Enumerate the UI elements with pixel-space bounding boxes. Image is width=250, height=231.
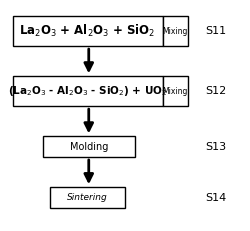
Text: S11: S11 bbox=[205, 26, 226, 36]
Text: S14: S14 bbox=[205, 192, 226, 203]
FancyBboxPatch shape bbox=[12, 16, 162, 46]
Text: S12: S12 bbox=[205, 86, 226, 96]
Text: Mixing: Mixing bbox=[162, 87, 188, 96]
FancyBboxPatch shape bbox=[162, 16, 188, 46]
Text: La$_2$O$_3$ + Al$_2$O$_3$ + SiO$_2$: La$_2$O$_3$ + Al$_2$O$_3$ + SiO$_2$ bbox=[19, 23, 156, 39]
Text: Molding: Molding bbox=[70, 142, 108, 152]
Text: Sintering: Sintering bbox=[67, 193, 108, 202]
FancyBboxPatch shape bbox=[42, 136, 135, 157]
Text: Mixing: Mixing bbox=[162, 27, 188, 36]
Text: S13: S13 bbox=[205, 142, 226, 152]
FancyBboxPatch shape bbox=[50, 187, 125, 208]
Text: (La$_2$O$_3$ - Al$_2$O$_3$ - SiO$_2$) + UO$_2$: (La$_2$O$_3$ - Al$_2$O$_3$ - SiO$_2$) + … bbox=[8, 84, 167, 98]
FancyBboxPatch shape bbox=[12, 76, 162, 106]
FancyBboxPatch shape bbox=[162, 76, 188, 106]
